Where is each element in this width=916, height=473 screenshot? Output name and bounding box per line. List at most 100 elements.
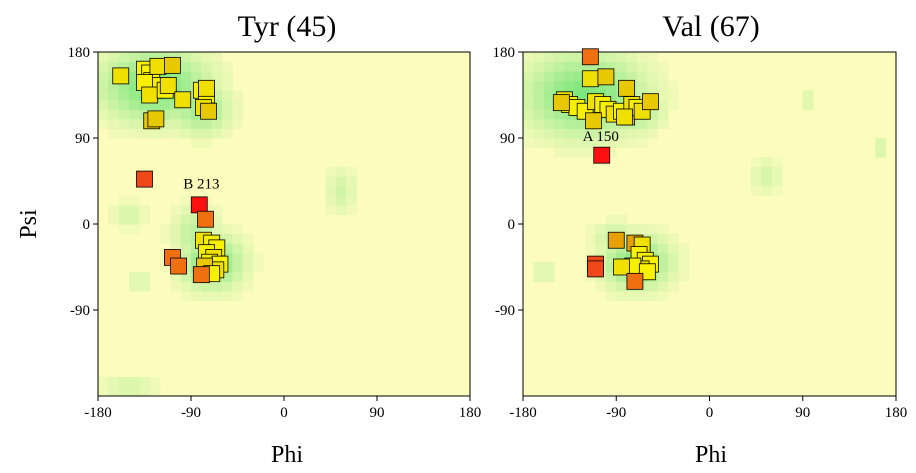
axis-ticks: -180 -90 0 90 180 180 90 0 -90 — [493, 45, 908, 421]
density-cell — [574, 71, 586, 82]
x-tick-label: -90 — [606, 405, 626, 421]
density-cell — [771, 166, 783, 177]
density-cell — [523, 71, 534, 82]
density-cell — [657, 262, 669, 273]
density-cell — [211, 52, 223, 63]
density-cell — [554, 80, 565, 91]
density-cell — [170, 118, 182, 129]
density-cell — [118, 52, 130, 63]
density-cell — [533, 109, 545, 120]
y-tick-label: 90 — [75, 131, 90, 147]
density-cell — [647, 243, 659, 254]
data-point — [192, 266, 210, 284]
density-cell — [543, 99, 555, 110]
density-cell — [222, 90, 233, 101]
y-tick-label: 90 — [500, 131, 515, 147]
density-cell — [346, 195, 357, 206]
density-cell — [543, 118, 555, 129]
density-cell — [242, 281, 254, 292]
data-point — [587, 260, 604, 278]
density-cell — [626, 128, 638, 139]
data-point — [581, 70, 599, 88]
density-cell — [201, 52, 213, 63]
density-cell — [170, 224, 182, 235]
density-cell — [149, 386, 161, 397]
density-cell — [160, 71, 171, 82]
density-cell — [564, 147, 576, 158]
density-cell — [668, 281, 679, 292]
density-cell — [626, 290, 638, 301]
x-tick-label: -180 — [84, 405, 112, 421]
density-cell — [211, 281, 223, 292]
density-cell — [533, 61, 545, 72]
density-cell — [191, 281, 202, 292]
density-cell — [222, 243, 233, 254]
density-cell — [605, 281, 617, 292]
density-cell — [657, 243, 669, 254]
density-cell — [647, 224, 659, 235]
density-cell — [657, 281, 669, 292]
density-cell — [211, 109, 223, 120]
density-cell — [595, 128, 607, 139]
density-cell — [170, 214, 182, 225]
density-cell — [636, 128, 648, 139]
density-cell — [595, 80, 607, 91]
density-cell — [574, 147, 586, 158]
density-cell — [170, 109, 182, 120]
density-cell — [750, 166, 762, 177]
density-cell — [574, 128, 586, 139]
x-tick-label: 90 — [370, 405, 385, 421]
density-cell — [616, 281, 628, 292]
y-tick-label: 180 — [68, 45, 91, 61]
density-cell — [585, 147, 597, 158]
density-cell — [129, 71, 140, 82]
density-cell — [232, 224, 244, 235]
density-cell — [585, 233, 597, 244]
density-cell — [118, 386, 130, 397]
density-cell — [616, 290, 628, 301]
density-cell — [554, 118, 565, 129]
density-cell — [750, 176, 762, 187]
density-cell — [222, 128, 233, 139]
chart-title: Val (67) — [662, 10, 759, 43]
density-cell — [118, 224, 130, 235]
density-cell — [201, 281, 213, 292]
density-cell — [605, 252, 617, 263]
density-cell — [118, 99, 130, 110]
data-point — [638, 263, 656, 281]
density-cell — [160, 262, 171, 273]
density-cell — [574, 61, 586, 72]
density-cell — [554, 109, 565, 120]
density-cell — [222, 99, 233, 110]
density-cell — [543, 271, 555, 282]
data-points — [112, 56, 229, 284]
density-cell — [180, 271, 192, 282]
y-tick-label: 0 — [83, 217, 91, 233]
density-cell — [657, 80, 669, 91]
density-cell — [636, 80, 648, 91]
density-cell — [108, 80, 120, 91]
density-cell — [201, 290, 213, 301]
density-cell — [118, 214, 130, 225]
density-cell — [574, 52, 586, 63]
density-cell — [139, 281, 151, 292]
density-cell — [325, 204, 337, 215]
density-cell — [180, 80, 192, 91]
density-cell — [222, 109, 233, 120]
density-cell — [191, 138, 202, 149]
density-cell — [232, 99, 244, 110]
density-cell — [616, 52, 628, 63]
density-cell — [657, 109, 669, 120]
density-cell — [533, 118, 545, 129]
density-cell — [160, 99, 171, 110]
density-cell — [98, 90, 109, 101]
density-cell — [771, 176, 783, 187]
density-cell — [191, 224, 202, 235]
density-cell — [564, 118, 576, 129]
density-cell — [605, 118, 617, 129]
density-cell — [242, 252, 254, 263]
density-cell — [668, 233, 679, 244]
density-cell — [129, 281, 140, 292]
density-cell — [564, 61, 576, 72]
